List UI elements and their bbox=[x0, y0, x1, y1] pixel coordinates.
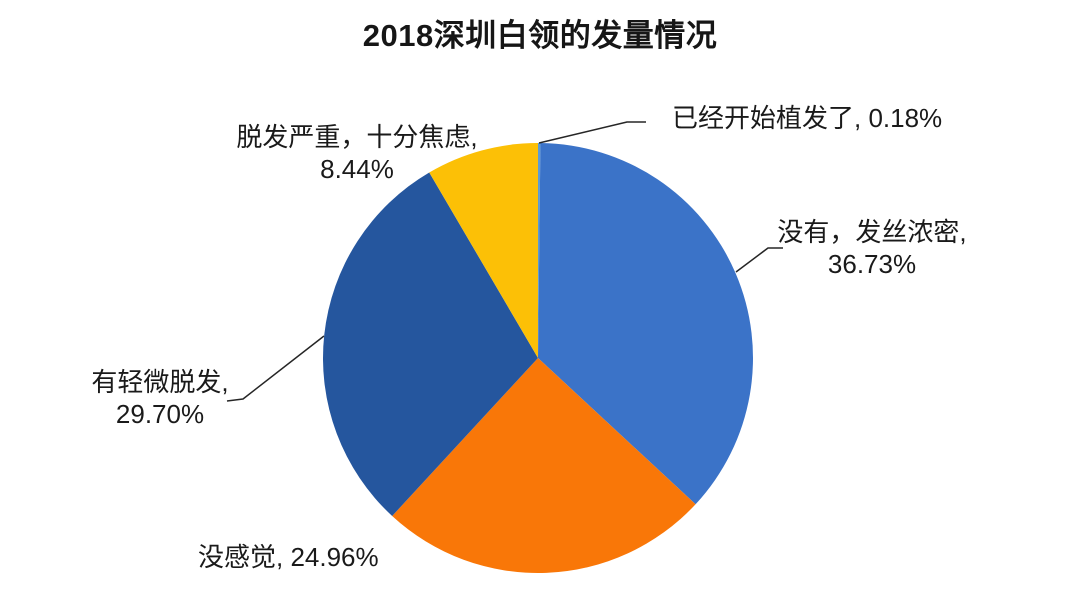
slice-label-severe: 脱发严重，十分焦虑, 8.44% bbox=[217, 121, 497, 185]
pie-slice-0 bbox=[538, 142, 541, 358]
slice-label-transplant: 已经开始植发了, 0.18% bbox=[672, 103, 943, 133]
leader-line-slight bbox=[226, 335, 325, 402]
slice-label-thick: 没有，发丝浓密, 36.73% bbox=[752, 216, 992, 280]
slice-label-slight-line2: 29.70% bbox=[115, 399, 205, 429]
leader-line-thick bbox=[735, 247, 783, 273]
slice-label-thick-line1: 没有，发丝浓密, bbox=[777, 217, 967, 247]
pie-slice-3 bbox=[322, 172, 538, 516]
pie-slice-2 bbox=[392, 358, 696, 573]
slice-label-slight: 有轻微脱发, 29.70% bbox=[40, 366, 280, 430]
slice-label-severe-line1: 脱发严重，十分焦虑, bbox=[236, 122, 478, 152]
slice-label-thick-line2: 36.73% bbox=[827, 249, 917, 279]
pie-slices bbox=[322, 142, 753, 573]
pie-slice-1 bbox=[538, 143, 753, 505]
chart-title: 2018深圳白领的发量情况 bbox=[362, 18, 718, 53]
pie-slice-4 bbox=[429, 143, 538, 358]
slice-label-nofeel: 没感觉, 24.96% bbox=[198, 542, 379, 572]
slice-label-slight-line1: 有轻微脱发, bbox=[91, 367, 229, 397]
slice-label-severe-line2: 8.44% bbox=[320, 154, 394, 184]
leader-line-transplant bbox=[538, 121, 646, 144]
